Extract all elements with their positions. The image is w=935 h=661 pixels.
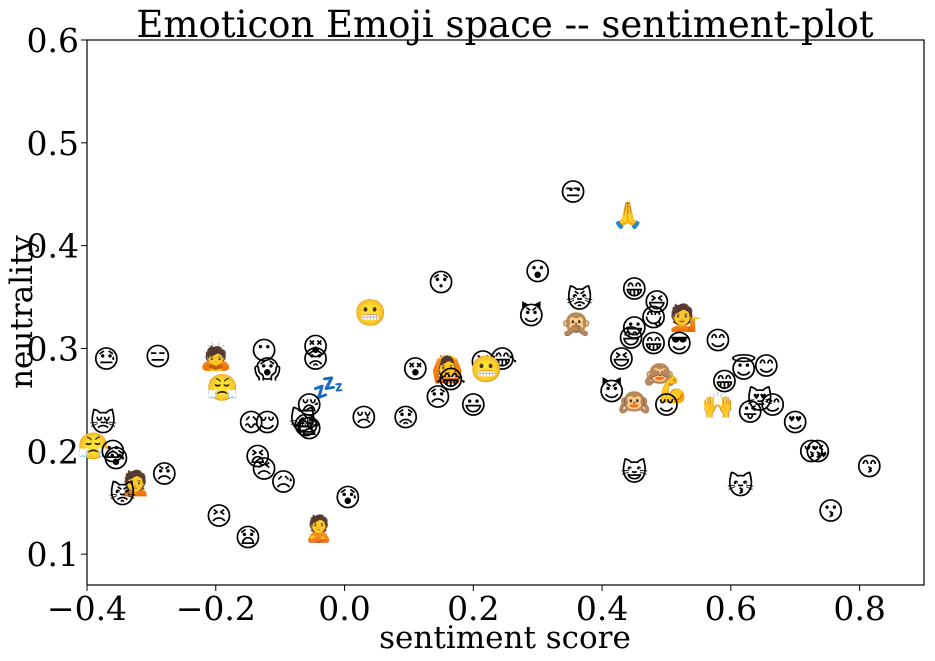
emoji-point: 🙆	[431, 354, 463, 385]
emoji-point: 🙌	[702, 391, 734, 421]
y-tick-label: 0.4	[27, 227, 79, 266]
x-tick-label: 0.4	[576, 589, 628, 628]
y-tick-label: 0.5	[27, 124, 79, 163]
emoji-point: 😎	[666, 329, 693, 359]
x-tick-label: 0.6	[705, 589, 757, 628]
emoji-point: 😞	[424, 383, 451, 413]
y-axis-label: neutrality	[4, 235, 40, 389]
emoji-point: 😗	[817, 497, 844, 527]
emoji-point: 😵	[402, 355, 429, 385]
emoji-point: 😃	[460, 391, 487, 421]
emoji-point: 😱	[254, 355, 281, 385]
emoji-point: 😟	[392, 403, 419, 433]
emoji-point: 😧	[234, 524, 261, 554]
emoji-point: 😾	[109, 481, 136, 511]
emoji-point: 😆	[643, 288, 670, 318]
emoji-point: 😓	[93, 345, 120, 375]
emoji-point: 😆	[608, 345, 635, 375]
emoji-point: 😤	[77, 432, 109, 462]
emoji-point: 😙	[856, 453, 883, 483]
y-tick-label: 0.3	[27, 329, 79, 368]
x-axis: −0.4 −0.2 0.0 0.2 0.4 0.6 0.8	[47, 585, 886, 628]
emoji-point: 🙈	[644, 360, 676, 390]
emoji-point: 🙊	[560, 309, 592, 339]
emoji-point: 🙎	[303, 512, 335, 544]
emoji-point: 😿	[90, 409, 117, 439]
emoji-point: 😜	[737, 398, 764, 428]
y-tick-label: 0.6	[27, 21, 79, 60]
emoji-point: 😖	[238, 409, 265, 439]
emoji-point: 😇	[730, 354, 757, 385]
x-tick-label: −0.2	[176, 589, 256, 628]
x-tick-label: 0.2	[447, 589, 499, 628]
emoji-point: 😦	[99, 437, 126, 467]
emoji-point: 😽	[727, 471, 754, 501]
emoji-point: 💪	[657, 375, 689, 406]
emoji-point: 😑	[144, 343, 171, 373]
emoji-point: 😰	[102, 445, 129, 475]
emoji-point: 😫	[244, 442, 271, 472]
emoji-point: 😈	[598, 377, 625, 408]
emoji-point: 😬	[354, 299, 386, 329]
emoji-point: 😠	[151, 460, 178, 490]
emoji-point: 😷	[292, 412, 319, 442]
emoji-point: 😒	[560, 178, 587, 208]
emoji-point: 😻	[746, 386, 773, 416]
emoji-point: 😯	[428, 269, 455, 299]
emoji-point: 😮	[524, 257, 551, 287]
emoji-point: 😰	[334, 484, 361, 514]
emoji-point: 😬	[470, 355, 502, 385]
emoji-point: 😊	[753, 352, 780, 382]
emoji-point: 😈	[518, 301, 545, 332]
emoji-point: 😣	[205, 502, 232, 532]
emoji-point: 😁	[640, 329, 667, 359]
emoji-point: 🙏	[612, 201, 644, 231]
emoji-point: 😢	[350, 403, 377, 433]
y-tick-label: 0.1	[27, 535, 79, 574]
emoji-point: 😥	[270, 468, 297, 498]
chart-title: Emoticon Emoji space -- sentiment-plot	[136, 3, 873, 46]
emoji-point: 😋	[640, 304, 667, 334]
emoji-point: 😊	[759, 391, 786, 421]
y-tick-label: 0.2	[27, 432, 79, 471]
x-tick-label: 0.8	[833, 589, 885, 628]
emoji-point: 🙀	[289, 406, 316, 436]
emoji-point: 😃	[621, 314, 648, 344]
emoji-point: 🙇	[200, 342, 232, 373]
emoji-point: 😶	[251, 337, 278, 367]
emoji-point: 💁	[670, 302, 702, 334]
emoji-point: 💤	[312, 374, 344, 404]
emoji-point: 😄	[617, 324, 644, 354]
emoji-point: 😾	[566, 285, 593, 315]
emoji-point: 😨	[296, 415, 323, 445]
emoji-point: 😺	[621, 458, 648, 488]
emoji-point: 🙉	[616, 388, 652, 418]
emoji-point: 😵	[302, 332, 329, 362]
x-axis-label: sentiment score	[379, 620, 631, 656]
x-tick-label: 0.0	[318, 589, 370, 628]
plot-frame	[86, 39, 925, 586]
emoji-point: 😊	[704, 326, 731, 356]
emoji-point: 😍	[782, 409, 809, 439]
emoji-point: 😌	[254, 409, 281, 439]
emoji-point: 😘	[804, 437, 831, 467]
emoji-point: 😂	[487, 345, 517, 375]
x-tick-label: −0.4	[47, 589, 127, 628]
emoji-point: 😆	[469, 348, 496, 378]
scatter-points: 😒🙏😮😯 😁😆😾😬 😈 😋 💁🙊 😃😄 😊😁😎😵😶😑😓 🙇 😟 😂😆 😆😬😱 😵 🙆 😇😊🙈 😁😂😤 😈 💪💤 😞…	[77, 178, 883, 554]
emoji-point: 😟	[302, 345, 329, 375]
emoji-point: 😪	[296, 391, 323, 421]
emoji-point: 😚	[798, 437, 825, 467]
emoji-point: 😣	[251, 455, 278, 485]
emoji-point: 😁	[711, 367, 738, 397]
emoji-point: 😌	[653, 391, 680, 421]
emoji-point: 🙍	[119, 468, 151, 498]
y-axis: 0.1 0.2 0.3 0.4 0.5 0.6	[27, 21, 87, 574]
emoji-point: 😤	[206, 374, 238, 404]
emoji-point: 😁	[621, 275, 648, 305]
emoji-point: 😂	[436, 365, 466, 395]
